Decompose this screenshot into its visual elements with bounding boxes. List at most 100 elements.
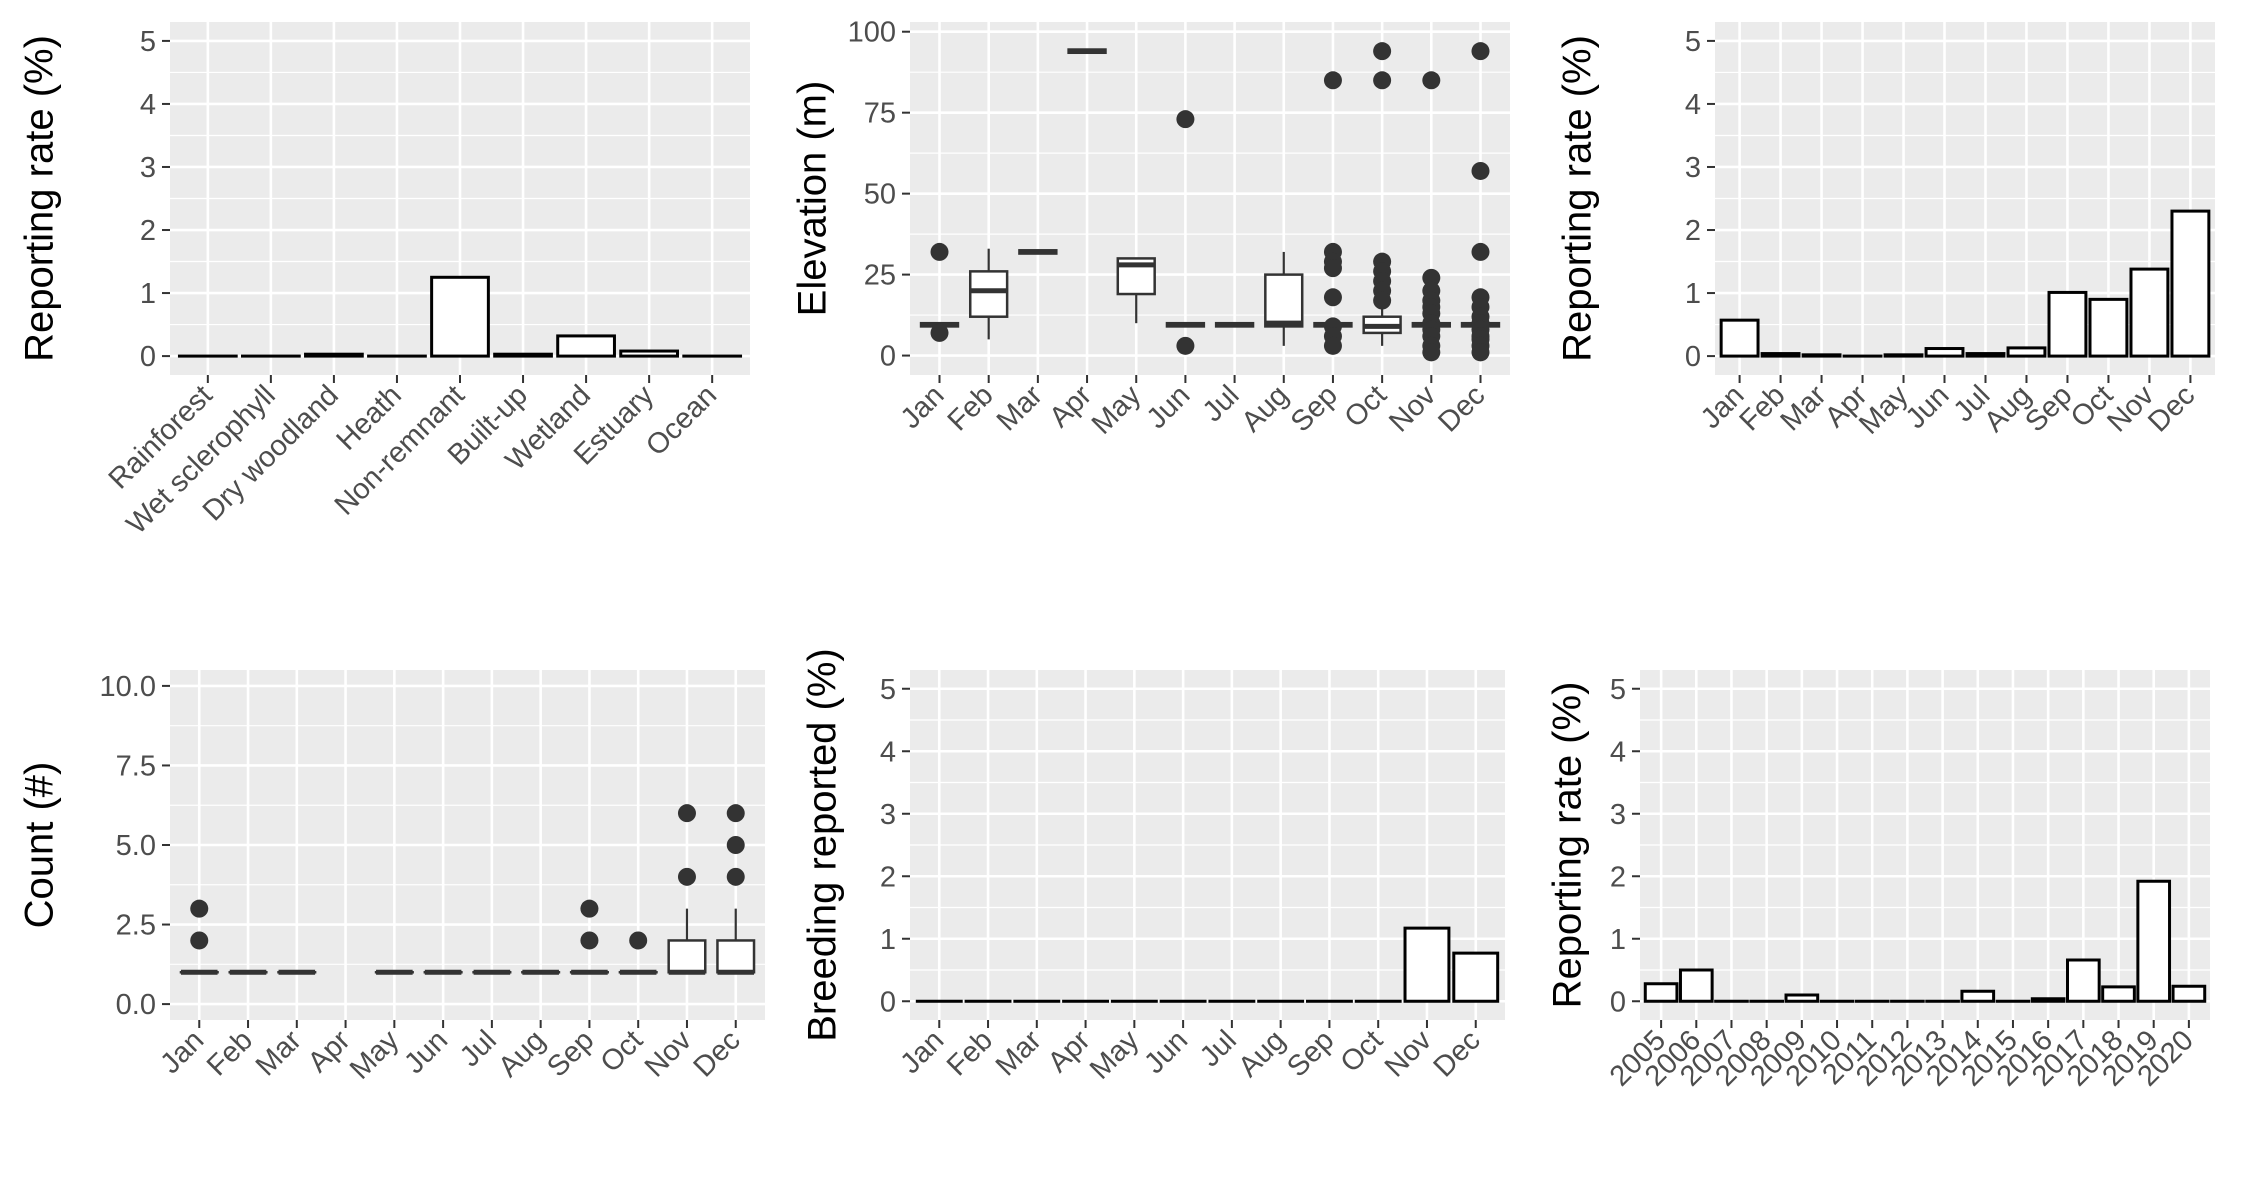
- outlier-point: [1373, 291, 1392, 310]
- bar: [2171, 984, 2207, 1003]
- outlier-point: [1373, 42, 1392, 61]
- bar: [1719, 318, 1760, 358]
- y-tick-label: 2: [880, 861, 896, 893]
- bar: [1965, 352, 2006, 358]
- bar: [1643, 982, 1679, 1003]
- bar: [1924, 347, 1965, 358]
- x-tick-label: Apr: [302, 1024, 357, 1079]
- bar: [1883, 353, 1924, 358]
- bar: [2129, 267, 2170, 358]
- x-tick-label: Jan: [895, 1024, 951, 1080]
- y-tick-label: 1: [140, 278, 156, 310]
- x-tick-label: Apr: [1043, 379, 1098, 434]
- outlier-point: [726, 804, 745, 823]
- x-tick-label: Ocean: [640, 379, 723, 462]
- y-tick-label: 25: [864, 260, 896, 292]
- outlier-point: [1422, 343, 1441, 362]
- y-tick-label: 0: [880, 986, 896, 1018]
- x-tick-label: Jan: [155, 1024, 211, 1080]
- outlier-point: [1373, 71, 1392, 90]
- outlier-point: [580, 899, 599, 918]
- outlier-point: [930, 242, 949, 261]
- panel-6: 0123452005200620072008200920102011201220…: [1546, 670, 2210, 1093]
- outlier-point: [1323, 71, 1342, 90]
- outlier-point: [1323, 259, 1342, 278]
- x-tick-label: Nov: [1383, 379, 1442, 438]
- y-tick-label: 0: [140, 341, 156, 373]
- bar: [304, 352, 364, 358]
- bar: [619, 349, 679, 358]
- bar: [1801, 353, 1842, 358]
- y-axis-title: Reporting rate (%): [1556, 35, 1600, 362]
- x-tick-label: Nov: [1379, 1024, 1438, 1083]
- y-tick-label: 3: [1685, 152, 1701, 184]
- bar: [2170, 209, 2211, 358]
- y-tick-label: 100: [848, 17, 896, 49]
- outlier-point: [1323, 288, 1342, 307]
- x-tick-label: Jul: [1197, 379, 1246, 428]
- y-tick-label: 1: [1685, 278, 1701, 310]
- bar: [2088, 297, 2129, 358]
- outlier-point: [1422, 71, 1441, 90]
- outlier-point: [930, 323, 949, 342]
- outlier-point: [1471, 343, 1490, 362]
- x-tick-label: Oct: [595, 1024, 650, 1079]
- outlier-point: [726, 867, 745, 886]
- outlier-point: [1176, 110, 1195, 129]
- y-tick-label: 5: [1685, 26, 1701, 58]
- y-axis-title: Reporting rate (%): [1546, 682, 1590, 1009]
- x-tick-label: Feb: [941, 1024, 999, 1082]
- outlier-point: [190, 931, 209, 950]
- bar: [2006, 346, 2047, 358]
- y-tick-label: 0: [880, 341, 896, 373]
- outlier-point: [1471, 242, 1490, 261]
- y-axis-title: Reporting rate (%): [18, 35, 62, 362]
- y-tick-label: 4: [1610, 736, 1626, 768]
- y-tick-label: 5: [1610, 674, 1626, 706]
- y-tick-label: 75: [864, 98, 896, 130]
- y-tick-label: 2: [1685, 215, 1701, 247]
- y-tick-label: 0.0: [116, 989, 156, 1021]
- x-tick-label: Nov: [639, 1024, 698, 1083]
- bar: [2066, 958, 2101, 1003]
- bar: [2030, 997, 2066, 1003]
- bar: [1403, 926, 1451, 1003]
- x-tick-label: Jun: [1141, 379, 1197, 435]
- x-tick-label: May: [1084, 1024, 1146, 1086]
- y-tick-label: 2.5: [116, 910, 156, 942]
- y-tick-label: 3: [880, 799, 896, 831]
- x-tick-label: May: [1086, 379, 1148, 441]
- x-tick-label: Jan: [895, 379, 951, 435]
- bar: [493, 352, 553, 358]
- box: [667, 939, 707, 974]
- x-tick-label: Sep: [1285, 379, 1344, 438]
- bar: [1760, 352, 1801, 358]
- y-tick-label: 5: [880, 674, 896, 706]
- x-tick-label: Aug: [492, 1024, 551, 1083]
- x-tick-label: Jun: [1138, 1024, 1194, 1080]
- y-tick-label: 2: [1610, 861, 1626, 893]
- outlier-point: [1176, 336, 1195, 355]
- x-tick-label: Feb: [942, 379, 1000, 437]
- y-tick-label: 4: [1685, 89, 1701, 121]
- outlier-point: [1471, 161, 1490, 180]
- y-tick-label: 4: [140, 89, 156, 121]
- x-tick-label: Mar: [250, 1024, 308, 1082]
- x-tick-label: Dec: [1432, 379, 1491, 438]
- bar: [1452, 951, 1500, 1003]
- y-tick-label: 5.0: [116, 830, 156, 862]
- box: [968, 270, 1009, 318]
- x-tick-label: Oct: [1339, 379, 1394, 434]
- y-tick-label: 3: [1610, 799, 1626, 831]
- y-tick-label: 10.0: [100, 671, 156, 703]
- x-tick-label: Sep: [1281, 1024, 1340, 1083]
- bar: [2101, 985, 2136, 1003]
- y-tick-label: 0: [1610, 986, 1626, 1018]
- bar: [2136, 879, 2172, 1003]
- x-tick-label: Apr: [1042, 1024, 1097, 1079]
- outlier-point: [1471, 42, 1490, 61]
